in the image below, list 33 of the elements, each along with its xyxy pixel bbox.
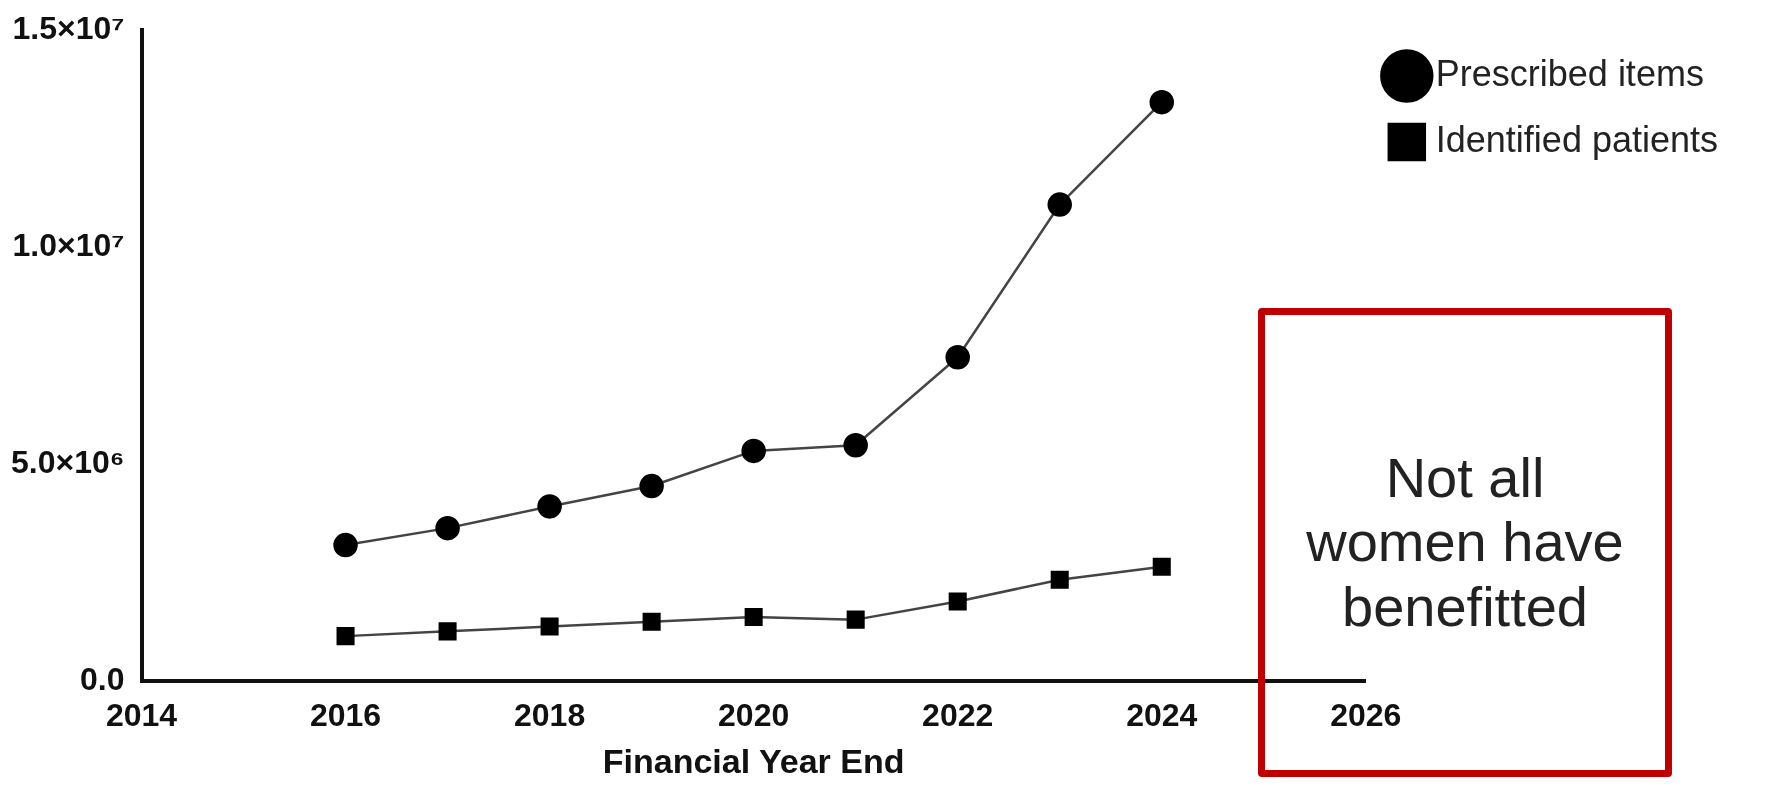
x-tick-label: 2026 xyxy=(1330,696,1402,733)
point xyxy=(540,617,559,636)
point xyxy=(1047,192,1072,217)
legend-label: Prescribed items xyxy=(1435,52,1704,94)
point xyxy=(741,438,766,464)
y-tick-label: 0.0 xyxy=(80,660,125,697)
point xyxy=(1149,89,1174,115)
legend-label: Identified patients xyxy=(1435,118,1718,160)
point xyxy=(945,344,970,370)
point xyxy=(744,608,763,627)
y-tick-label: 5.0×10⁶ xyxy=(11,443,125,480)
x-axis-title: Financial Year End xyxy=(602,741,905,780)
x-tick-label: 2016 xyxy=(309,696,382,733)
point xyxy=(435,515,460,541)
point xyxy=(843,433,868,458)
x-tick-label: 2014 xyxy=(105,696,178,733)
point xyxy=(846,610,865,629)
point xyxy=(333,532,358,558)
point xyxy=(948,592,967,611)
y-tick-label: 1.0×10⁷ xyxy=(12,226,125,263)
x-tick-label: 2018 xyxy=(514,696,586,733)
x-tick-label: 2020 xyxy=(718,696,790,733)
x-tick-label: 2022 xyxy=(922,696,994,733)
annotation: Not all women have benefitted xyxy=(1305,445,1625,640)
point xyxy=(1050,570,1069,589)
point xyxy=(438,622,457,641)
x-tick-label: 2024 xyxy=(1126,696,1198,733)
point xyxy=(336,627,355,646)
point xyxy=(1152,557,1171,576)
point xyxy=(642,612,661,631)
point xyxy=(537,494,562,519)
y-tick-label: 1.5×10⁷ xyxy=(12,10,125,47)
point xyxy=(639,473,664,499)
